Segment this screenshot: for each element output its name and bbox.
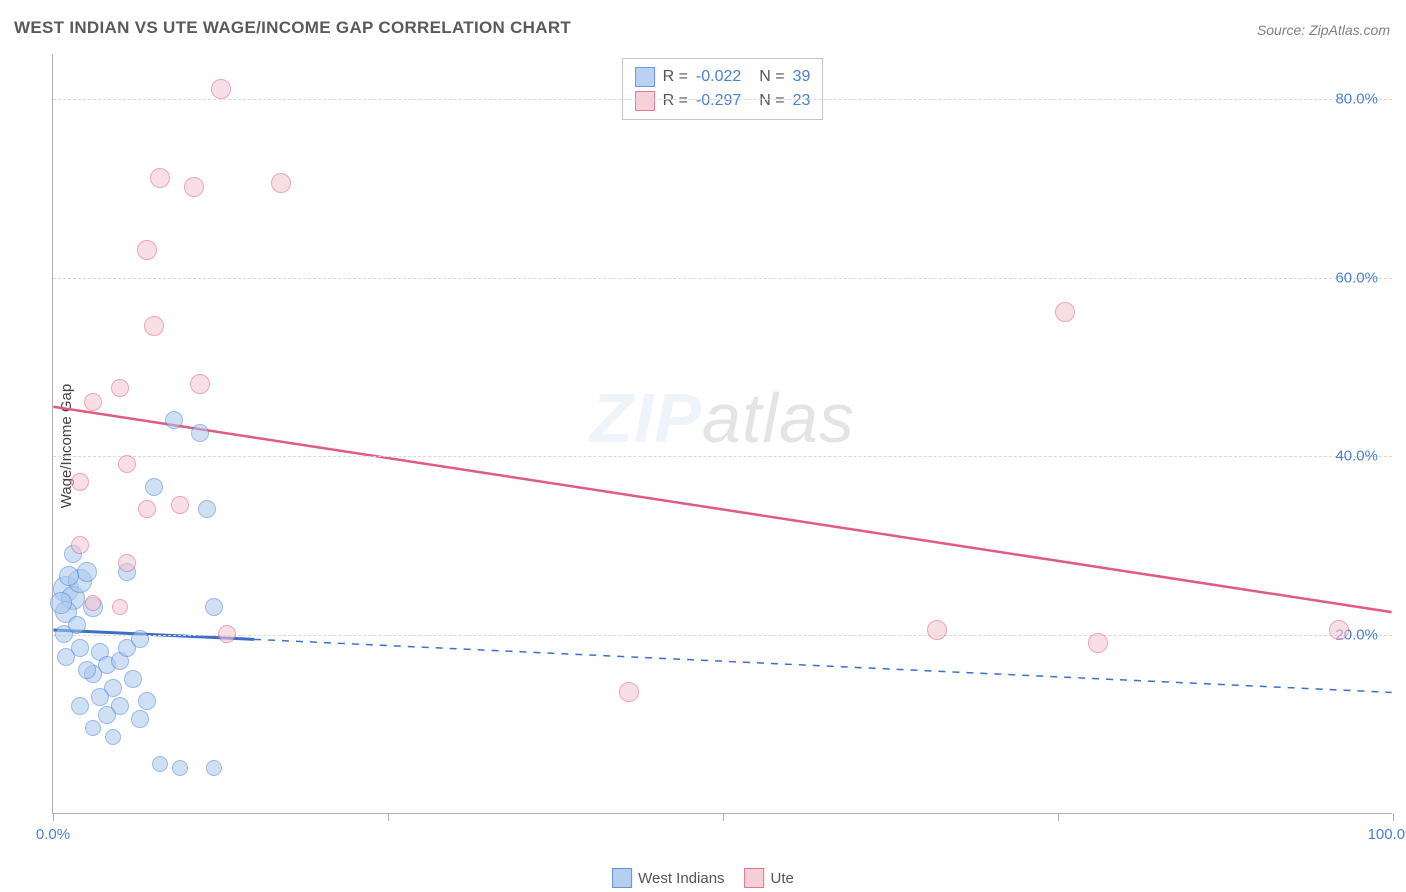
data-point [118, 554, 136, 572]
data-point [50, 592, 72, 614]
gridline [53, 456, 1392, 457]
data-point [205, 598, 223, 616]
data-point [112, 599, 128, 615]
data-point [71, 473, 89, 491]
trend-line-dashed [254, 639, 1392, 692]
stat-r-label: R = [663, 92, 688, 110]
y-tick-label: 40.0% [1335, 448, 1386, 465]
data-point [1055, 302, 1075, 322]
data-point [71, 697, 89, 715]
stat-r-label: R = [663, 68, 688, 86]
stat-row: R = -0.022 N = 39 [635, 65, 811, 89]
series-legend: West Indians Ute [612, 868, 794, 888]
stat-n-label: N = [759, 92, 784, 110]
legend-swatch [635, 67, 655, 87]
data-point [124, 670, 142, 688]
data-point [98, 706, 116, 724]
stat-n-label: N = [759, 68, 784, 86]
legend-swatch [612, 868, 632, 888]
data-point [191, 424, 209, 442]
data-point [927, 620, 947, 640]
legend-swatch [745, 868, 765, 888]
data-point [68, 616, 86, 634]
chart-title: WEST INDIAN VS UTE WAGE/INCOME GAP CORRE… [14, 18, 571, 38]
data-point [1329, 620, 1349, 640]
stat-n-value: 23 [793, 92, 811, 110]
gridline [53, 635, 1392, 636]
x-tick [388, 813, 389, 821]
data-point [206, 760, 222, 776]
legend-item: Ute [745, 868, 794, 888]
x-tick [723, 813, 724, 821]
x-tick-label: 0.0% [36, 826, 70, 843]
data-point [198, 500, 216, 518]
y-tick-label: 60.0% [1335, 269, 1386, 286]
data-point [57, 648, 75, 666]
data-point [172, 760, 188, 776]
data-point [137, 240, 157, 260]
data-point [165, 411, 183, 429]
stat-n-value: 39 [793, 68, 811, 86]
data-point [84, 393, 102, 411]
data-point [150, 168, 170, 188]
legend-label: West Indians [638, 870, 724, 887]
trend-lines-layer [53, 54, 1392, 813]
data-point [78, 661, 96, 679]
data-point [152, 756, 168, 772]
gridline [53, 278, 1392, 279]
data-point [1088, 633, 1108, 653]
data-point [85, 595, 101, 611]
gridline [53, 99, 1392, 100]
data-point [171, 496, 189, 514]
data-point [190, 374, 210, 394]
data-point [111, 379, 129, 397]
data-point [85, 720, 101, 736]
data-point [619, 682, 639, 702]
data-point [77, 562, 97, 582]
y-tick-label: 80.0% [1335, 90, 1386, 107]
legend-swatch [635, 91, 655, 111]
x-tick [53, 813, 54, 821]
x-tick-label: 100.0% [1368, 826, 1406, 843]
data-point [138, 500, 156, 518]
data-point [91, 688, 109, 706]
legend-label: Ute [771, 870, 794, 887]
data-point [271, 173, 291, 193]
data-point [218, 625, 236, 643]
data-point [138, 692, 156, 710]
x-tick [1393, 813, 1394, 821]
stat-r-value: -0.297 [696, 92, 741, 110]
stat-row: R = -0.297 N = 23 [635, 89, 811, 113]
data-point [131, 630, 149, 648]
legend-item: West Indians [612, 868, 724, 888]
data-point [184, 177, 204, 197]
data-point [211, 79, 231, 99]
source-label: Source: ZipAtlas.com [1257, 22, 1390, 38]
data-point [145, 478, 163, 496]
data-point [71, 536, 89, 554]
trend-line-solid [53, 407, 1391, 612]
data-point [118, 455, 136, 473]
stats-legend: R = -0.022 N = 39 R = -0.297 N = 23 [622, 58, 824, 120]
data-point [131, 710, 149, 728]
data-point [59, 566, 79, 586]
stat-r-value: -0.022 [696, 68, 741, 86]
data-point [144, 316, 164, 336]
scatter-chart: ZIPatlas R = -0.022N = 39R = -0.297N = 2… [52, 54, 1392, 814]
x-tick [1058, 813, 1059, 821]
data-point [105, 729, 121, 745]
